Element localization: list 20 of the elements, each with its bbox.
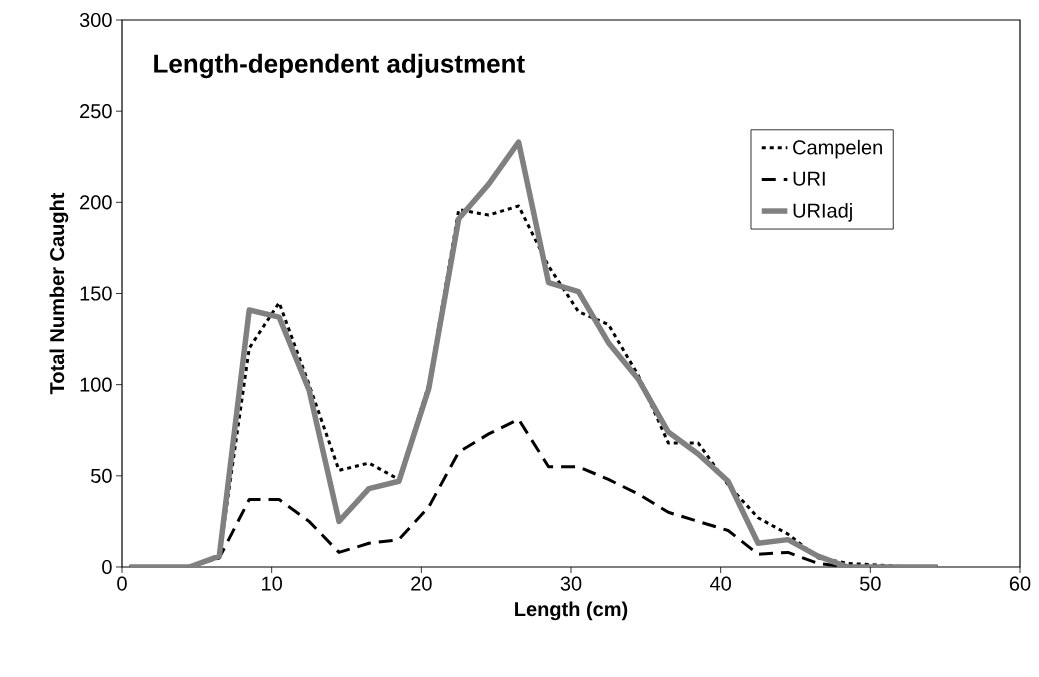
y-tick-label: 300 — [79, 12, 112, 28]
x-tick-label: 40 — [710, 576, 731, 591]
legend-label: URI — [793, 171, 825, 186]
y-tick-label: 150 — [80, 286, 112, 301]
y-axis-title: Total Number Caught — [49, 192, 69, 395]
y-tick-label: 250 — [80, 104, 112, 119]
x-axis-title: Length (cm) — [515, 601, 628, 621]
y-tick-label: 50 — [91, 468, 112, 483]
legend-label: URIadj — [793, 203, 852, 222]
x-tick-label: 30 — [560, 576, 582, 591]
y-tick-label: 100 — [80, 377, 112, 392]
x-tick-label: 50 — [860, 576, 881, 591]
x-tick-label: 10 — [262, 576, 283, 591]
legend-label: Campelen — [793, 139, 882, 159]
x-tick-label: 20 — [411, 576, 432, 591]
y-tick-label: 200 — [80, 195, 112, 210]
text: Length-dependent adjustment — [154, 53, 525, 79]
y-tick-label: 0 — [102, 559, 112, 575]
x-tick-label: 0 — [117, 576, 127, 591]
x-tick-label: 60 — [1009, 576, 1031, 591]
